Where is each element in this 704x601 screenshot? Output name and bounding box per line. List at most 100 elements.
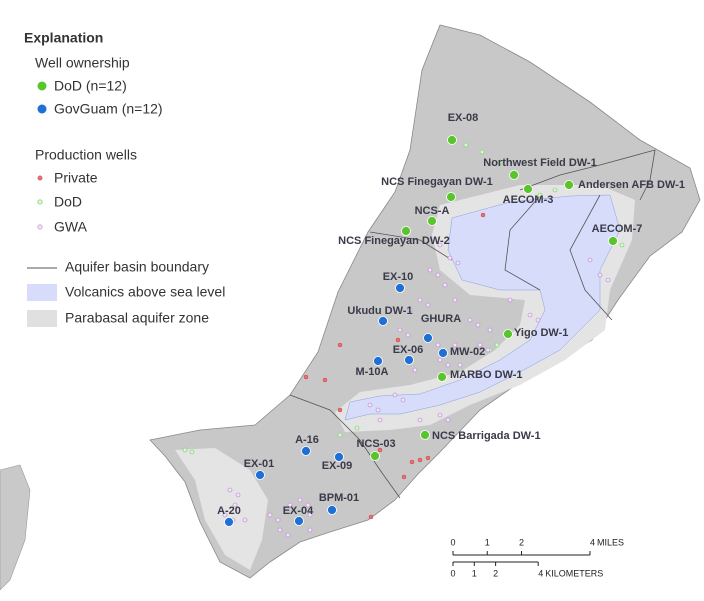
legend-item: Aquifer basin boundary [65, 259, 209, 275]
legend-item: DoD [54, 194, 82, 210]
gwa-well [297, 497, 303, 503]
private-well [337, 342, 343, 348]
legend-item: Private [54, 170, 98, 186]
gwa-well [477, 342, 483, 348]
legend-symbol [37, 104, 47, 114]
legend-heading: Production wells [35, 147, 137, 163]
dod-production-well [479, 149, 485, 155]
private-well [395, 337, 401, 343]
scale-unit: MILES [597, 537, 624, 547]
gwa-well [452, 342, 458, 348]
gwa-well [447, 255, 453, 261]
gwa-well [445, 417, 451, 423]
gwa-well [437, 412, 443, 418]
private-well [337, 407, 343, 413]
legend-item: GWA [54, 219, 88, 235]
well-symbol [437, 372, 447, 382]
legend-item: DoD (n=12) [54, 78, 127, 94]
gwa-well [507, 297, 513, 303]
well-label: MARBO DW-1 [450, 369, 523, 381]
land-edge [0, 464, 31, 591]
dod-production-well [337, 432, 343, 438]
gwa-well [597, 272, 603, 278]
gwa-well [405, 332, 411, 338]
gwa-well [417, 417, 423, 423]
well-symbol [427, 216, 437, 226]
well-symbol [255, 470, 265, 480]
scale-label: 4 [538, 568, 543, 578]
well-label: NCS-A [415, 205, 450, 217]
well-symbol [608, 236, 618, 246]
gwa-well [437, 357, 443, 363]
gwa-well [377, 417, 383, 423]
scale-unit: KILOMETERS [545, 568, 603, 578]
well-label: Ukudu DW-1 [347, 305, 412, 317]
legend-item: GovGuam (n=12) [54, 101, 163, 117]
gwa-well [367, 402, 373, 408]
well-symbol [509, 170, 519, 180]
gwa-well [275, 517, 281, 523]
well-label: EX-01 [244, 458, 275, 470]
well-symbol [503, 329, 513, 339]
gwa-well [425, 302, 431, 308]
gwa-well [417, 297, 423, 303]
well-symbol [395, 283, 405, 293]
well-symbol [301, 446, 311, 456]
gwa-well [535, 317, 541, 323]
gwa-well [305, 502, 311, 508]
private-well [417, 457, 423, 463]
well-label: EX-08 [448, 112, 479, 124]
dod-production-well [463, 142, 469, 148]
well-label: MW-02 [450, 346, 485, 358]
well-symbol [523, 184, 533, 194]
basin-boundary [289, 394, 401, 499]
well-symbol [334, 452, 344, 462]
well-symbol [446, 192, 456, 202]
private-well [322, 377, 328, 383]
gwa-well [232, 502, 238, 508]
dod-production-well [497, 159, 503, 165]
parabasal-zone [175, 448, 268, 570]
dod-production-well [537, 192, 543, 198]
private-well [377, 447, 383, 453]
scale-label: 1 [472, 568, 477, 578]
gwa-well [227, 487, 233, 493]
well-label: GHURA [421, 313, 461, 325]
legend-symbol [27, 310, 57, 327]
key-wells: EX-08 Northwest Field DW-1 NCS Finegayan D… [217, 112, 685, 527]
gwa-well [487, 327, 493, 333]
dod-production-well [494, 342, 500, 348]
gwa-well [435, 342, 441, 348]
well-label: Andersen AFB DW-1 [578, 179, 685, 191]
well-label: A-16 [295, 434, 319, 446]
gwa-well [452, 297, 458, 303]
dod-production-well [189, 449, 195, 455]
well-label: Yigo DW-1 [514, 327, 568, 339]
well-label: NCS Finegayan DW-1 [381, 176, 493, 188]
well-symbol [373, 356, 383, 366]
legend-symbol [37, 199, 43, 205]
well-symbol [294, 516, 304, 526]
legend-symbol [27, 284, 57, 301]
gwa-well [437, 242, 443, 248]
well-symbol [378, 316, 388, 326]
well-label: M-10A [355, 366, 388, 378]
well-symbol [564, 180, 574, 190]
well-symbol [327, 505, 337, 515]
gwa-well [412, 367, 418, 373]
gwa-well [400, 397, 406, 403]
gwa-well [307, 512, 313, 518]
gwa-well [442, 282, 448, 288]
private-well [303, 374, 309, 380]
private-well [409, 459, 415, 465]
well-symbol [423, 333, 433, 343]
scale-label: 0 [450, 537, 455, 547]
gwa-well [235, 492, 241, 498]
gwa-well [242, 517, 248, 523]
legend-symbol [37, 81, 47, 91]
gwa-well [375, 407, 381, 413]
island [149, 24, 701, 579]
scale-label: 1 [485, 537, 490, 547]
gwa-well [407, 307, 413, 313]
